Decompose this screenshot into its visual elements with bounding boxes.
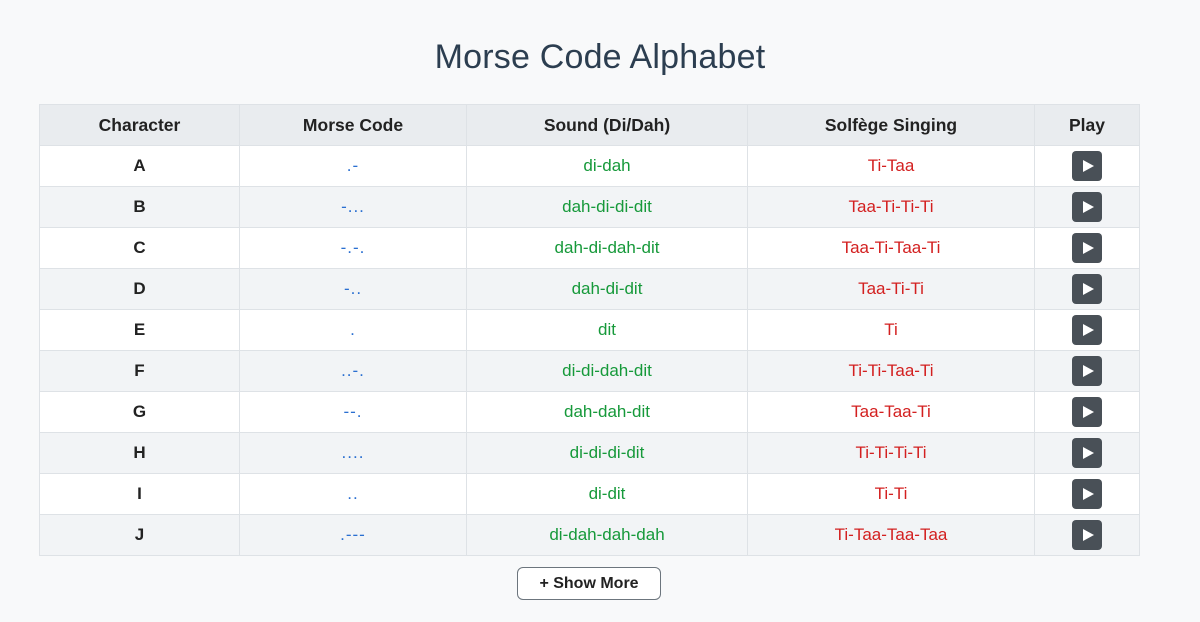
table-row: A .- di-dah Ti-Taa: [39, 145, 1140, 187]
morse-code-table: Character Morse Code Sound (Di/Dah) Solf…: [39, 104, 1140, 556]
table-row: F ..-. di-di-dah-dit Ti-Ti-Taa-Ti: [39, 350, 1140, 392]
solfege-cell: Taa-Taa-Ti: [747, 391, 1035, 433]
play-icon: [1083, 365, 1094, 377]
table-row: C -.-. dah-di-dah-dit Taa-Ti-Taa-Ti: [39, 227, 1140, 269]
character-cell: B: [39, 186, 240, 228]
header-sound: Sound (Di/Dah): [466, 104, 748, 146]
play-cell: [1034, 350, 1140, 392]
play-cell: [1034, 473, 1140, 515]
page-title: Morse Code Alphabet: [434, 38, 766, 76]
table-row: I .. di-dit Ti-Ti: [39, 473, 1140, 515]
show-more-button[interactable]: + Show More: [517, 567, 661, 600]
table-row: J .--- di-dah-dah-dah Ti-Taa-Taa-Taa: [39, 514, 1140, 556]
character-cell: F: [39, 350, 240, 392]
morse-cell: ....: [239, 432, 467, 474]
table-row: E . dit Ti: [39, 309, 1140, 351]
table-row: D -.. dah-di-dit Taa-Ti-Ti: [39, 268, 1140, 310]
play-cell: [1034, 268, 1140, 310]
play-button-e[interactable]: [1072, 315, 1102, 345]
sound-cell: dah-di-di-dit: [466, 186, 748, 228]
character-cell: J: [39, 514, 240, 556]
morse-cell: ..-.: [239, 350, 467, 392]
sound-cell: di-di-dah-dit: [466, 350, 748, 392]
solfege-cell: Ti-Taa: [747, 145, 1035, 187]
play-icon: [1083, 529, 1094, 541]
sound-cell: di-dah: [466, 145, 748, 187]
play-icon: [1083, 160, 1094, 172]
character-cell: D: [39, 268, 240, 310]
table-row: G --. dah-dah-dit Taa-Taa-Ti: [39, 391, 1140, 433]
character-cell: G: [39, 391, 240, 433]
play-icon: [1083, 242, 1094, 254]
header-morse-code: Morse Code: [239, 104, 467, 146]
sound-cell: di-dit: [466, 473, 748, 515]
play-icon: [1083, 201, 1094, 213]
sound-cell: di-dah-dah-dah: [466, 514, 748, 556]
play-button-h[interactable]: [1072, 438, 1102, 468]
morse-cell: -.-.: [239, 227, 467, 269]
character-cell: C: [39, 227, 240, 269]
morse-cell: .---: [239, 514, 467, 556]
sound-cell: dah-dah-dit: [466, 391, 748, 433]
sound-cell: di-di-di-dit: [466, 432, 748, 474]
play-cell: [1034, 145, 1140, 187]
solfege-cell: Ti-Taa-Taa-Taa: [747, 514, 1035, 556]
play-icon: [1083, 283, 1094, 295]
play-icon: [1083, 324, 1094, 336]
solfege-cell: Ti-Ti-Taa-Ti: [747, 350, 1035, 392]
solfege-cell: Taa-Ti-Ti-Ti: [747, 186, 1035, 228]
play-button-j[interactable]: [1072, 520, 1102, 550]
sound-cell: dah-di-dit: [466, 268, 748, 310]
character-cell: H: [39, 432, 240, 474]
solfege-cell: Taa-Ti-Taa-Ti: [747, 227, 1035, 269]
play-button-d[interactable]: [1072, 274, 1102, 304]
play-button-a[interactable]: [1072, 151, 1102, 181]
table-row: H .... di-di-di-dit Ti-Ti-Ti-Ti: [39, 432, 1140, 474]
play-cell: [1034, 309, 1140, 351]
morse-cell: ..: [239, 473, 467, 515]
sound-cell: dit: [466, 309, 748, 351]
character-cell: I: [39, 473, 240, 515]
sound-cell: dah-di-dah-dit: [466, 227, 748, 269]
solfege-cell: Ti: [747, 309, 1035, 351]
header-solfege: Solfège Singing: [747, 104, 1035, 146]
play-icon: [1083, 488, 1094, 500]
play-cell: [1034, 514, 1140, 556]
play-button-f[interactable]: [1072, 356, 1102, 386]
play-icon: [1083, 447, 1094, 459]
solfege-cell: Ti-Ti-Ti-Ti: [747, 432, 1035, 474]
play-button-i[interactable]: [1072, 479, 1102, 509]
character-cell: A: [39, 145, 240, 187]
play-cell: [1034, 227, 1140, 269]
morse-cell: .: [239, 309, 467, 351]
header-play: Play: [1034, 104, 1140, 146]
play-cell: [1034, 186, 1140, 228]
play-button-g[interactable]: [1072, 397, 1102, 427]
solfege-cell: Taa-Ti-Ti: [747, 268, 1035, 310]
header-character: Character: [39, 104, 240, 146]
morse-cell: -...: [239, 186, 467, 228]
morse-cell: -..: [239, 268, 467, 310]
table-header-row: Character Morse Code Sound (Di/Dah) Solf…: [39, 104, 1140, 146]
play-cell: [1034, 391, 1140, 433]
morse-cell: --.: [239, 391, 467, 433]
table-row: B -... dah-di-di-dit Taa-Ti-Ti-Ti: [39, 186, 1140, 228]
character-cell: E: [39, 309, 240, 351]
play-cell: [1034, 432, 1140, 474]
play-button-b[interactable]: [1072, 192, 1102, 222]
play-button-c[interactable]: [1072, 233, 1102, 263]
morse-cell: .-: [239, 145, 467, 187]
play-icon: [1083, 406, 1094, 418]
solfege-cell: Ti-Ti: [747, 473, 1035, 515]
